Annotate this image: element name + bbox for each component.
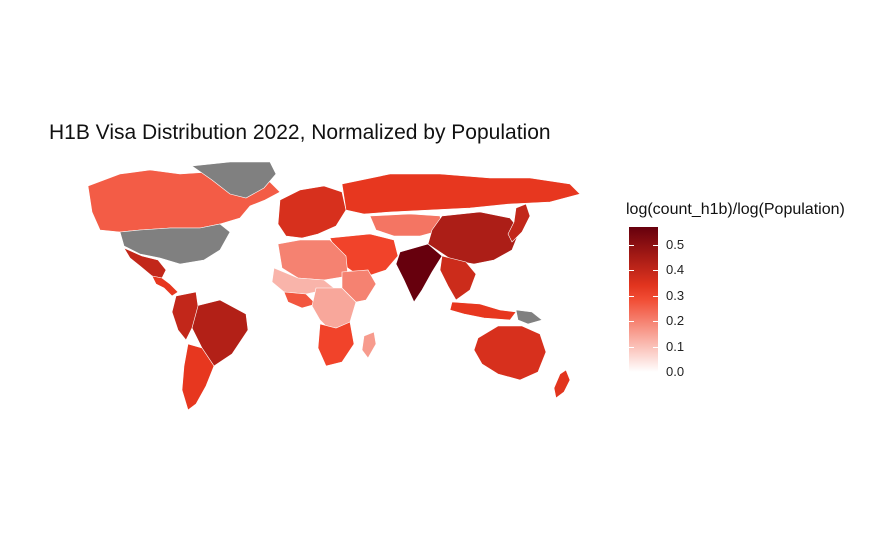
- legend-tick-mark: [653, 321, 658, 323]
- region-india: [395, 243, 443, 303]
- region-new-zealand: [553, 369, 571, 399]
- legend-tick-label: 0.5: [666, 236, 685, 252]
- region-united-states: [119, 223, 231, 265]
- region-southeast-asia: [439, 255, 477, 301]
- region-australia: [473, 325, 547, 381]
- world-choropleth-map: [87, 161, 581, 411]
- region-east-africa: [341, 269, 377, 303]
- legend-tick-label: 0.0: [666, 364, 685, 379]
- legend-tick-mark: [653, 372, 658, 373]
- region-peru: [171, 291, 199, 341]
- legend-tick-mark: [653, 346, 658, 348]
- legend-tick-mark: [629, 270, 634, 272]
- legend-tick-mark: [653, 244, 658, 246]
- region-southern-africa: [317, 321, 355, 367]
- map-title: H1B Visa Distribution 2022, Normalized b…: [49, 121, 551, 144]
- region-west-africa: [283, 291, 317, 309]
- legend-tick-label: 0.1: [666, 338, 685, 354]
- region-argentina: [181, 343, 215, 411]
- region-china: [427, 211, 521, 265]
- region-europe: [277, 185, 347, 239]
- legend-tick-label: 0.4: [666, 262, 685, 278]
- region-greenland: [191, 161, 277, 199]
- region-russia: [341, 173, 581, 215]
- region-madagascar: [361, 331, 377, 359]
- region-central-america: [151, 275, 179, 297]
- region-indonesia: [449, 301, 517, 321]
- legend-tick-label: 0.2: [666, 313, 685, 329]
- legend-tick-mark: [653, 295, 658, 297]
- legend-tick-mark: [629, 295, 634, 297]
- legend-tick-mark: [629, 321, 634, 323]
- legend-tick-mark: [653, 270, 658, 272]
- legend-tick-mark: [629, 346, 634, 348]
- region-papua-new-guinea: [515, 309, 543, 325]
- legend-title: log(count_h1b)/log(Population): [626, 201, 845, 218]
- legend-tick-mark: [629, 372, 634, 373]
- legend-colorbar: [629, 227, 658, 372]
- legend-tick-label: 0.3: [666, 287, 685, 303]
- region-japan: [507, 203, 531, 243]
- region-brazil: [191, 299, 249, 367]
- legend-tick-mark: [629, 244, 634, 246]
